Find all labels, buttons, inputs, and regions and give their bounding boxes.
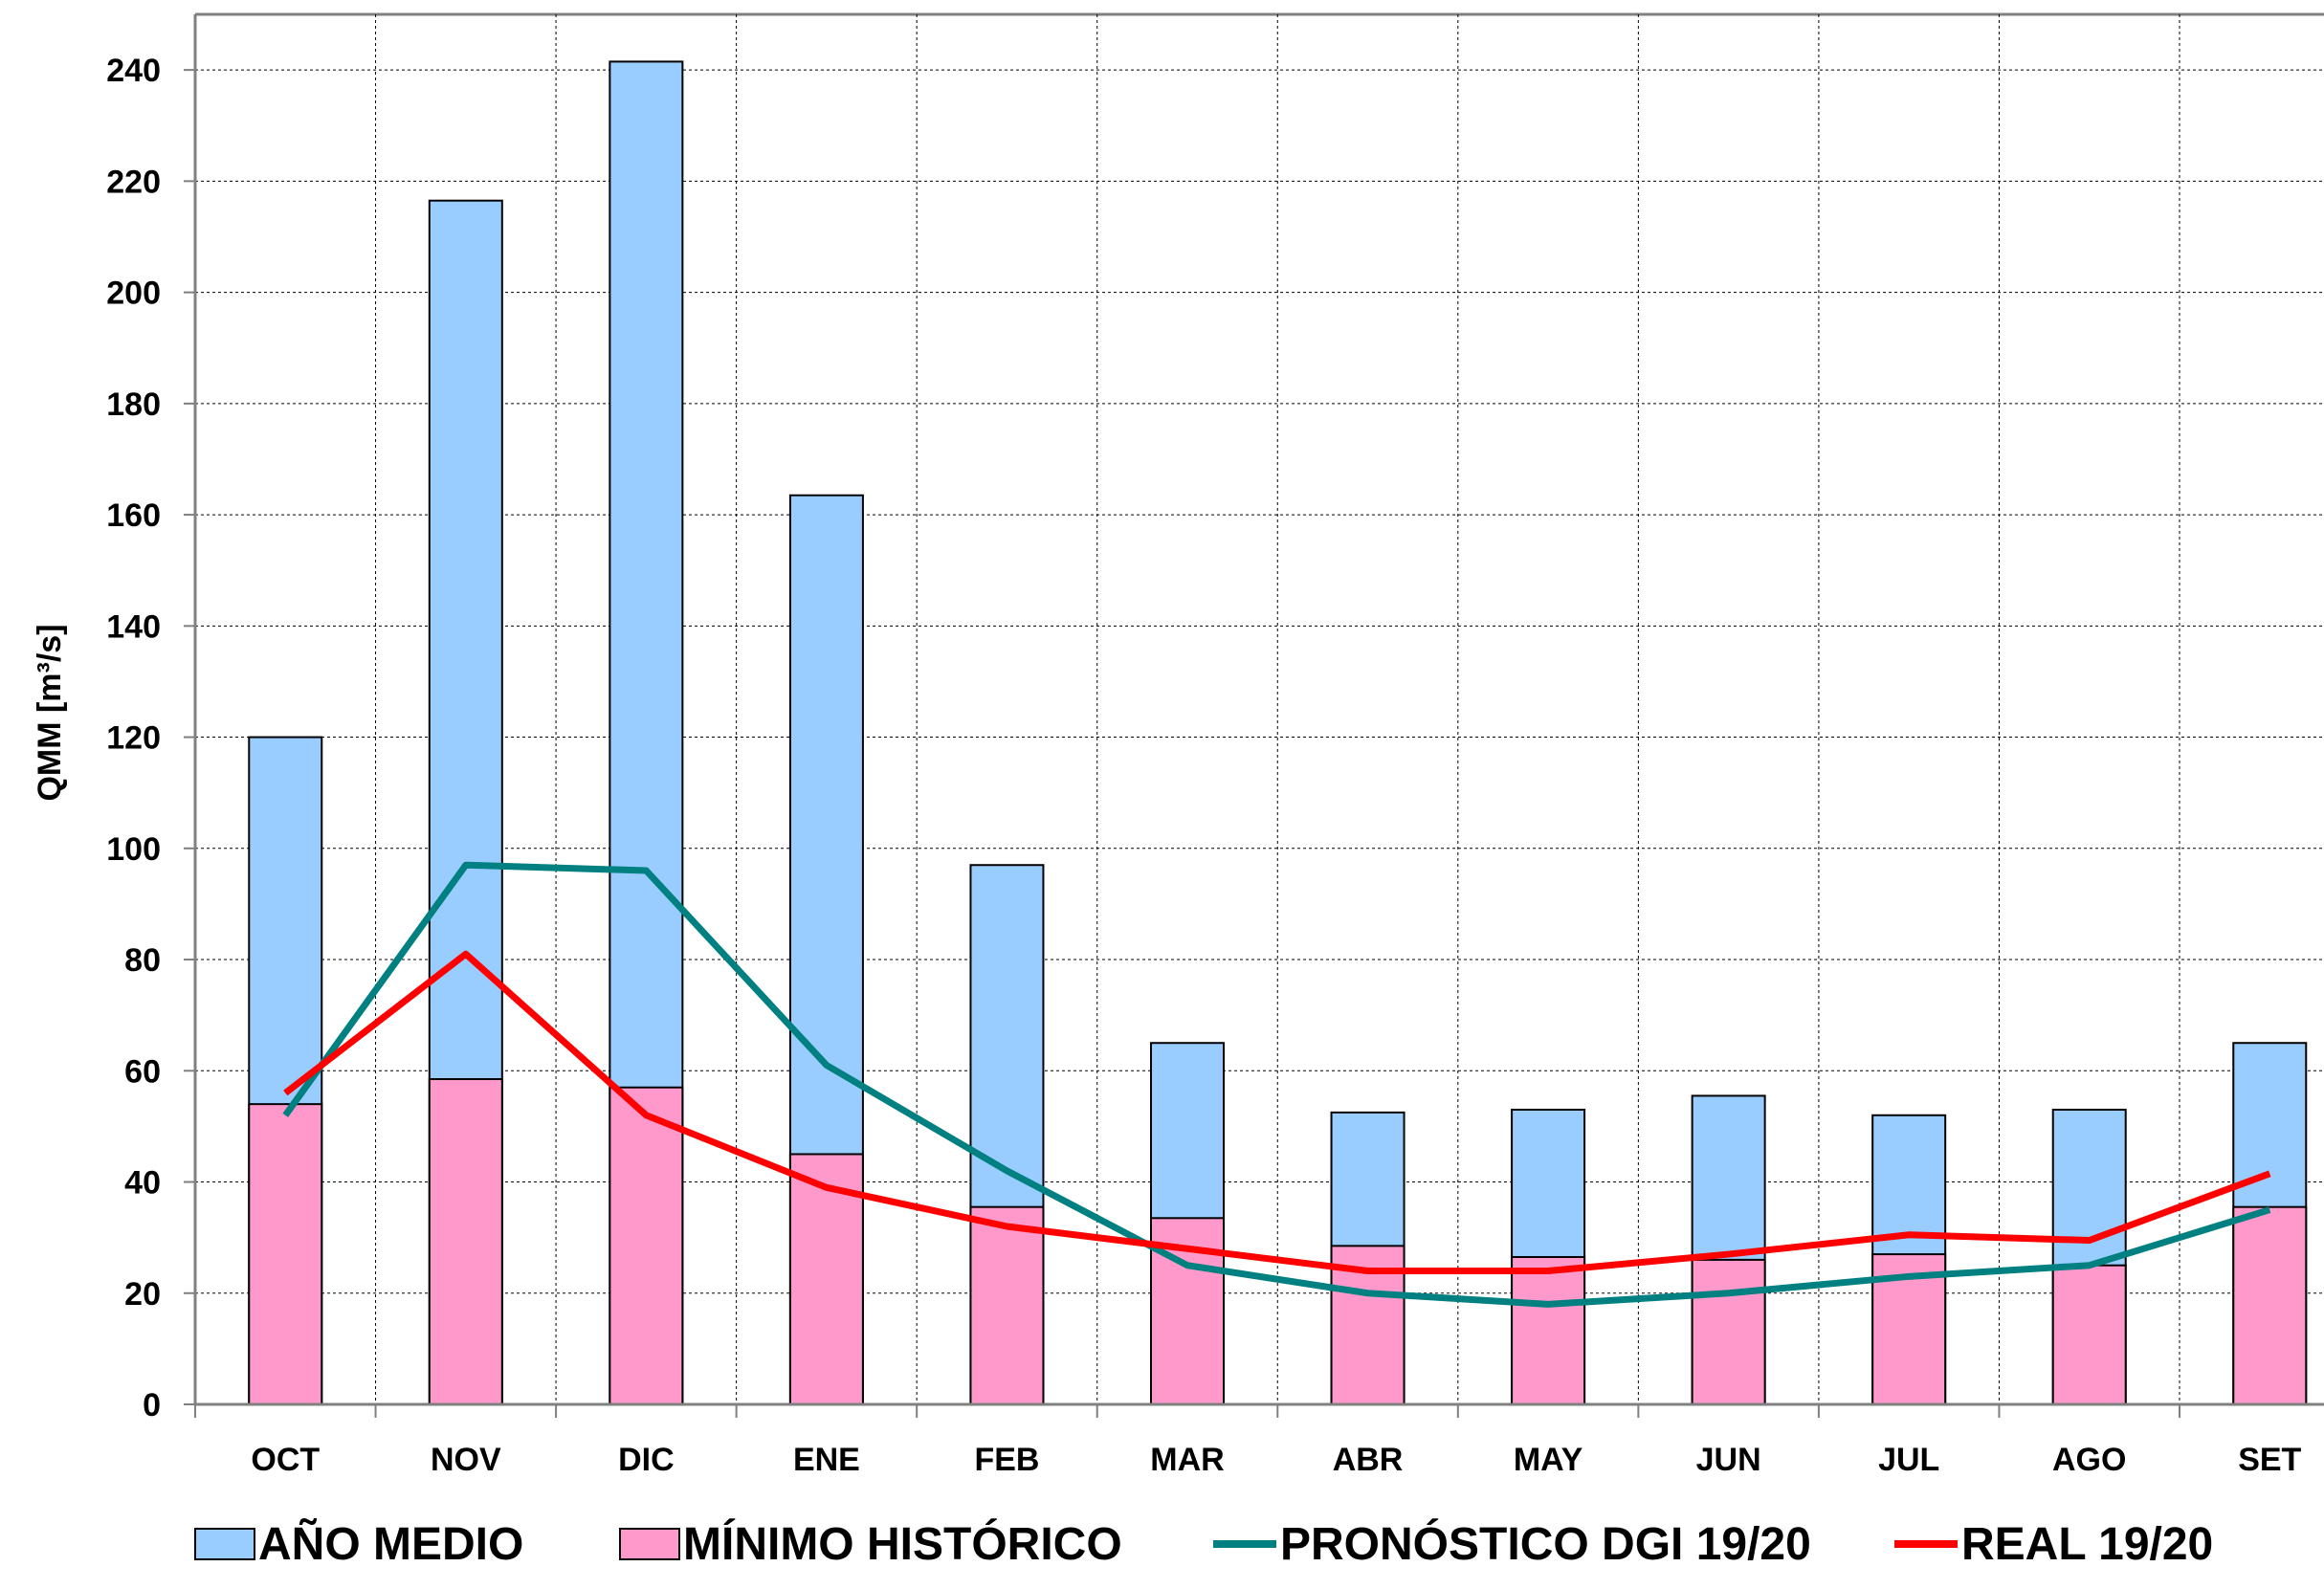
x-tick-label: SET [2238, 1442, 2301, 1478]
y-tick-label: 0 [143, 1387, 161, 1423]
line-pron-stico-dgi-19-20 [282, 861, 2271, 1308]
bar-minimo-historico [788, 1153, 864, 1405]
x-tick-label: JUL [1878, 1442, 1939, 1478]
tick-labels: 0 20 40 60 80 100 120 140 160 180 200 220 240 OCT NOV D… [106, 53, 2301, 1478]
y-tick-label: 80 [124, 942, 161, 979]
x-tick-label: NOV [431, 1442, 501, 1478]
legend: AÑO MEDIO MÍNIMO HISTÓRICO PRONÓSTICO DGI … [194, 1517, 2213, 1570]
y-tick-label: 220 [106, 164, 161, 200]
y-tick-label: 160 [106, 497, 161, 534]
bars [248, 60, 2308, 1406]
x-tick-label: JUN [1696, 1442, 1761, 1478]
legend-swatch [619, 1528, 680, 1560]
y-tick-label: 180 [106, 386, 161, 423]
bar-minimo-historico [1511, 1255, 1586, 1406]
x-tick-label: OCT [251, 1442, 320, 1478]
x-tick-label: ABR [1333, 1442, 1404, 1478]
y-tick-label: 20 [124, 1276, 161, 1313]
y-tick-label: 240 [106, 53, 161, 89]
gridlines [195, 12, 2324, 1404]
x-tick-label: AGO [2052, 1442, 2126, 1478]
legend-swatch [194, 1528, 255, 1560]
x-tick-label: ENE [793, 1442, 860, 1478]
y-tick-label: 100 [106, 831, 161, 868]
bar-minimo-historico [609, 1086, 684, 1405]
bar-minimo-historico [248, 1103, 323, 1405]
x-tick-label: DIC [618, 1442, 675, 1478]
y-tick-label: 140 [106, 608, 161, 645]
bar-minimo-historico [969, 1205, 1045, 1405]
legend-label: PRONÓSTICO DGI 19/20 [1280, 1517, 1811, 1570]
y-tick-label: 60 [124, 1053, 161, 1090]
series-lines [282, 861, 2271, 1308]
x-tick-label: FEB [974, 1442, 1039, 1478]
bar-minimo-historico [1691, 1258, 1766, 1405]
legend-label: REAL 19/20 [1961, 1519, 2213, 1570]
y-tick-label: 40 [124, 1165, 161, 1202]
x-tick-label: MAY [1514, 1442, 1583, 1478]
axes [184, 14, 2324, 1418]
y-tick-label: 120 [106, 720, 161, 757]
y-axis-title: QMM [m³/s] [32, 624, 68, 801]
bar-minimo-historico [2051, 1264, 2127, 1405]
legend-label: MÍNIMO HISTÓRICO [683, 1517, 1122, 1570]
bar-minimo-historico [428, 1077, 503, 1406]
legend-label: AÑO MEDIO [258, 1517, 523, 1570]
bar-minimo-historico [2232, 1205, 2308, 1405]
line-real-19-20 [283, 950, 2271, 1275]
x-tick-label: MAR [1150, 1442, 1224, 1478]
y-tick-label: 200 [106, 276, 161, 312]
